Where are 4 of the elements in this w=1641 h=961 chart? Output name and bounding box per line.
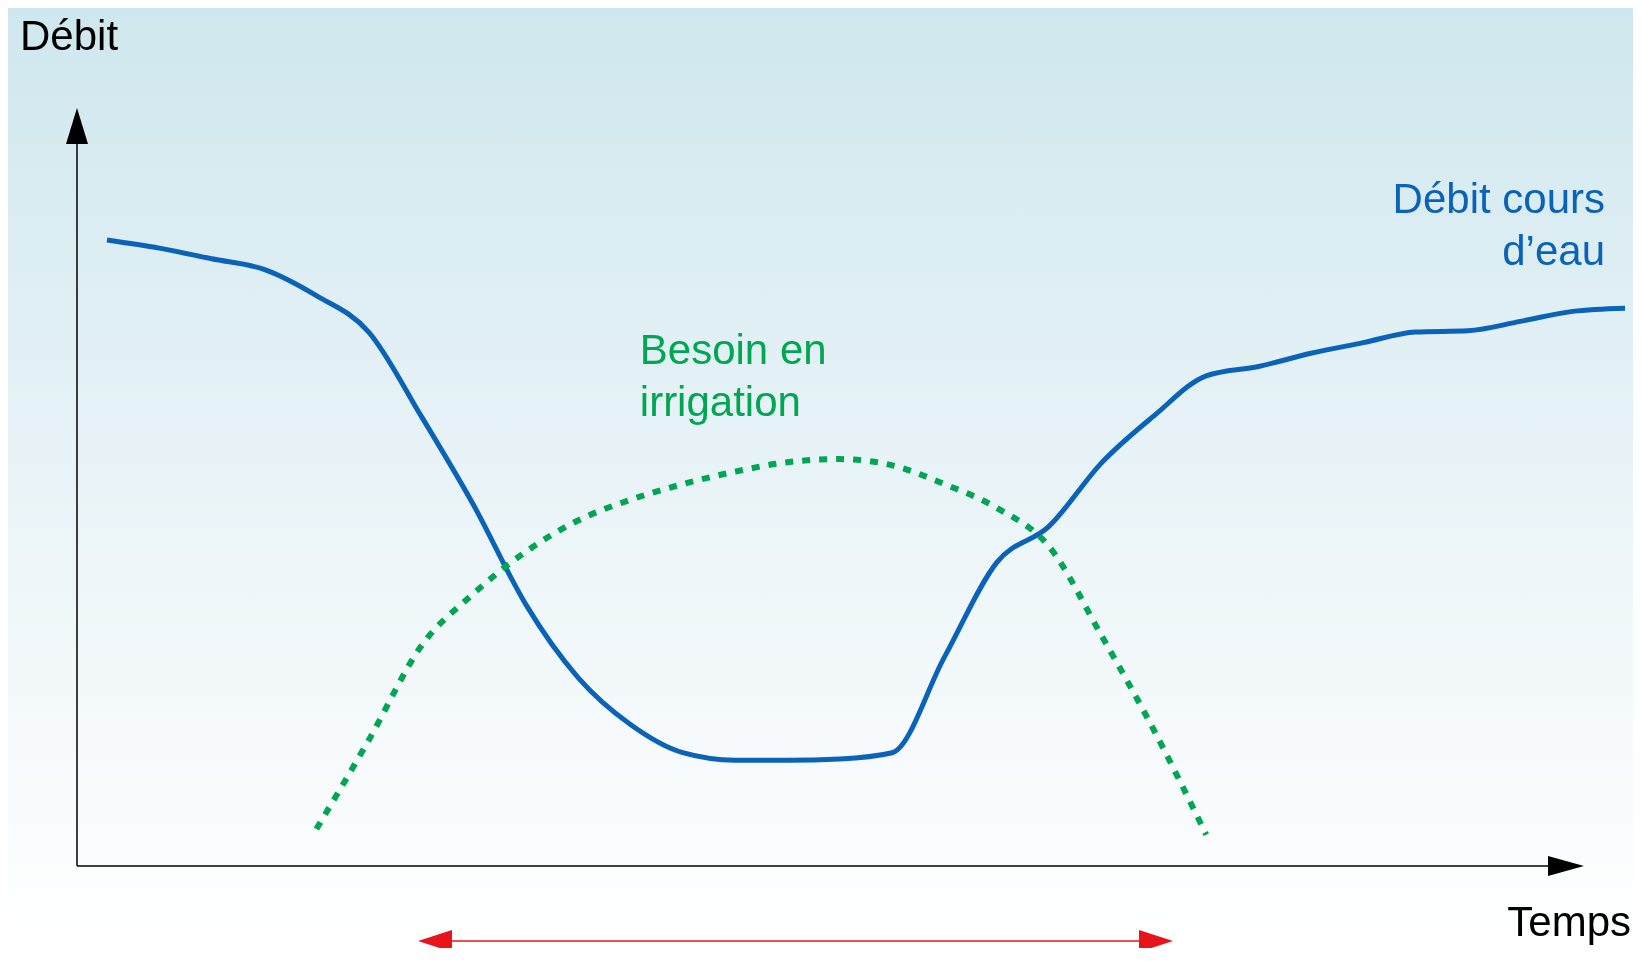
y-axis-title: Débit [20, 12, 119, 59]
series-label: Besoin en irrigation [639, 326, 827, 426]
series-label: Débit cours d’eau [1392, 175, 1605, 275]
x-axis-title: Temps [1507, 898, 1631, 945]
